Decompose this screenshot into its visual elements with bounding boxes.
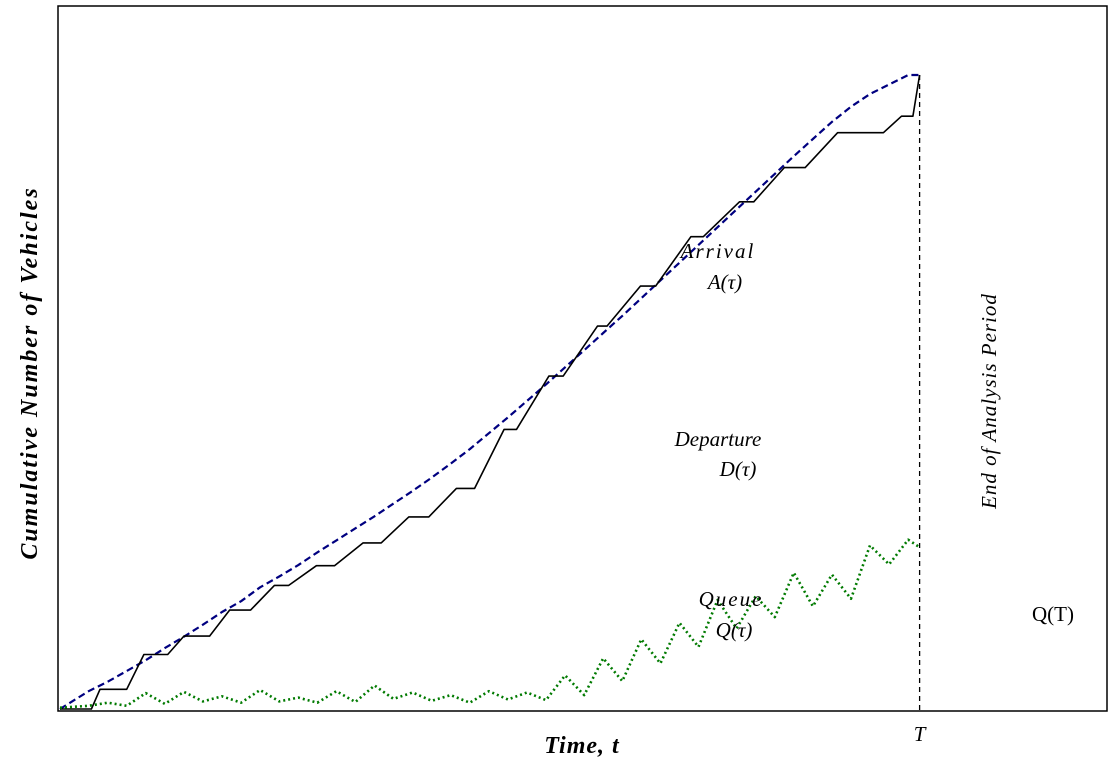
plot-frame [57, 5, 1108, 712]
x-tick-label: T [914, 722, 927, 746]
series-layer [59, 73, 921, 710]
x-tick-layer: T [914, 722, 927, 746]
departure-formula-label: D(τ) [719, 457, 757, 481]
queue-formula-label: Q(τ) [716, 618, 753, 642]
arrival-curve [59, 73, 920, 710]
end-of-analysis-period-label: End of Analysis Period [977, 293, 1001, 510]
departure-curve [60, 74, 921, 710]
queue-label: Queue [699, 587, 764, 611]
arrival-formula-label: A(τ) [706, 270, 742, 294]
departure-label: Departure [674, 427, 762, 451]
x-axis-title: Time, t [544, 733, 620, 759]
queue-end-label: Q(T) [1032, 602, 1074, 626]
queue-curve [59, 538, 921, 709]
y-axis-title: Cumulative Number of Vehicles [17, 186, 43, 559]
arrival-label: Arrival [679, 239, 756, 263]
